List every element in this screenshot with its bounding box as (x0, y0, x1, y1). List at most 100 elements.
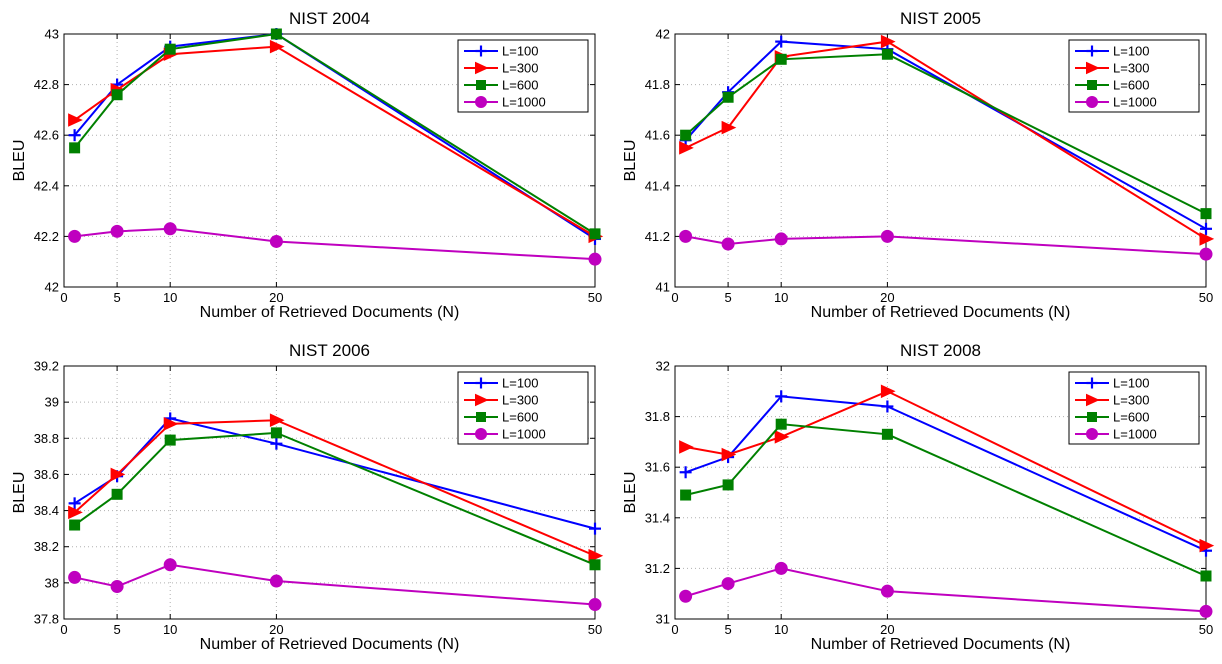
data-point (68, 505, 83, 520)
data-point (68, 129, 81, 142)
data-point (269, 234, 283, 248)
x-tick-label: 5 (724, 622, 731, 637)
y-tick-label: 32 (656, 359, 670, 374)
y-tick-label: 42.2 (34, 229, 59, 244)
data-point (880, 229, 894, 243)
data-point (679, 141, 694, 155)
legend-label: L=300 (1113, 393, 1150, 408)
data-point (679, 466, 692, 479)
x-axis-label: Number of Retrieved Documents (N) (811, 636, 1071, 653)
legend: L=100 L=300 L=600 L=1000 (457, 371, 589, 445)
x-tick-label: 50 (1199, 622, 1213, 637)
y-tick-label: 39 (45, 395, 59, 410)
y-tick-label: 42.4 (34, 178, 59, 193)
y-tick-label: 42 (656, 27, 670, 42)
data-point (269, 574, 283, 588)
legend-label: L=300 (502, 61, 539, 76)
legend: L=100 L=300 L=600 L=1000 (457, 39, 589, 113)
data-point (588, 252, 602, 266)
data-point (774, 561, 788, 575)
data-point (1199, 604, 1213, 618)
data-point (775, 418, 787, 430)
x-tick-label: 50 (588, 622, 602, 637)
data-point (110, 224, 124, 238)
data-point (163, 417, 179, 431)
data-point (774, 430, 790, 444)
data-point (880, 384, 896, 399)
plot-frame (674, 365, 1207, 620)
series-line (685, 423, 1207, 577)
data-point (880, 584, 894, 598)
legend-marker (1086, 377, 1098, 389)
data-point (110, 467, 126, 482)
x-tick-label: 50 (1199, 290, 1213, 305)
chart-title: NIST 2006 (289, 341, 370, 360)
x-tick-label: 10 (774, 290, 788, 305)
data-point (68, 113, 83, 127)
legend-marker (1086, 96, 1098, 108)
plot-frame (63, 33, 596, 288)
data-point (69, 142, 81, 154)
x-tick-label: 10 (774, 622, 788, 637)
y-tick-label: 39.2 (34, 359, 59, 374)
data-point (164, 43, 176, 55)
y-tick-label: 38.4 (34, 503, 59, 518)
x-tick-label: 5 (113, 290, 120, 305)
x-tick-label: 20 (880, 290, 894, 305)
chart-title: NIST 2004 (289, 9, 370, 28)
y-tick-label: 38.6 (34, 467, 59, 482)
y-tick-label: 41 (656, 280, 670, 295)
y-axis-label: BLEU (622, 472, 639, 514)
data-point (269, 413, 285, 427)
data-point (721, 237, 735, 251)
legend-label: L=100 (502, 376, 539, 391)
y-tick-label: 31.6 (645, 460, 670, 475)
legend-marker (1087, 80, 1097, 90)
x-axis-label: Number of Retrieved Documents (N) (200, 636, 460, 653)
data-point (881, 400, 894, 413)
data-point (68, 229, 82, 243)
y-axis-label: BLEU (11, 472, 28, 514)
legend-label: L=100 (502, 44, 539, 59)
x-tick-label: 0 (671, 622, 678, 637)
chart-svg: 0 5 10 20 50 31 31.2 31.4 31.6 31.8 32 NIST 2008 Num… (622, 341, 1215, 653)
data-point (721, 120, 737, 135)
x-axis-label: Number of Retrieved Documents (N) (200, 304, 460, 321)
data-point (589, 559, 601, 571)
data-point (269, 39, 285, 54)
legend-label: L=100 (1113, 44, 1150, 59)
data-point (1199, 247, 1213, 261)
data-point (775, 53, 787, 65)
data-point (270, 437, 283, 450)
legend-marker (475, 96, 487, 108)
y-tick-label: 42.6 (34, 128, 59, 143)
chart-panel-nist-2004: 0 5 10 20 50 42 42.2 42.4 42.6 42.8 43 NIST 2004 Num… (0, 0, 611, 332)
data-point (881, 48, 893, 60)
series-line (685, 567, 1207, 613)
y-tick-label: 38.8 (34, 431, 59, 446)
legend-label: L=1000 (502, 427, 546, 442)
data-point (880, 34, 896, 49)
x-tick-label: 5 (724, 290, 731, 305)
data-point (1200, 222, 1212, 235)
data-point (68, 497, 81, 510)
data-point (589, 228, 601, 240)
data-point (722, 91, 734, 103)
data-point (722, 479, 734, 491)
legend-label: L=600 (502, 78, 539, 93)
data-point (679, 229, 693, 243)
chart-panel-nist-2006: 0 5 10 20 50 37.8 38 38.2 38.4 38.6 38.8 39 39.2 NIST… (0, 332, 611, 664)
y-tick-label: 38 (45, 575, 59, 590)
legend-marker (475, 428, 487, 440)
y-tick-label: 38.2 (34, 539, 59, 554)
data-point (774, 232, 788, 246)
legend-marker (1086, 393, 1100, 407)
chart-panel-nist-2005: 0 5 10 20 50 41 41.2 41.4 41.6 41.8 42 NIST 2005 Num… (611, 0, 1222, 332)
series-line (74, 431, 596, 566)
y-tick-label: 41.2 (645, 229, 670, 244)
x-axis-label: Number of Retrieved Documents (N) (811, 304, 1071, 321)
legend-label: L=600 (1113, 410, 1150, 425)
series-line (74, 227, 596, 261)
data-point (1200, 570, 1212, 582)
data-point (721, 447, 737, 462)
